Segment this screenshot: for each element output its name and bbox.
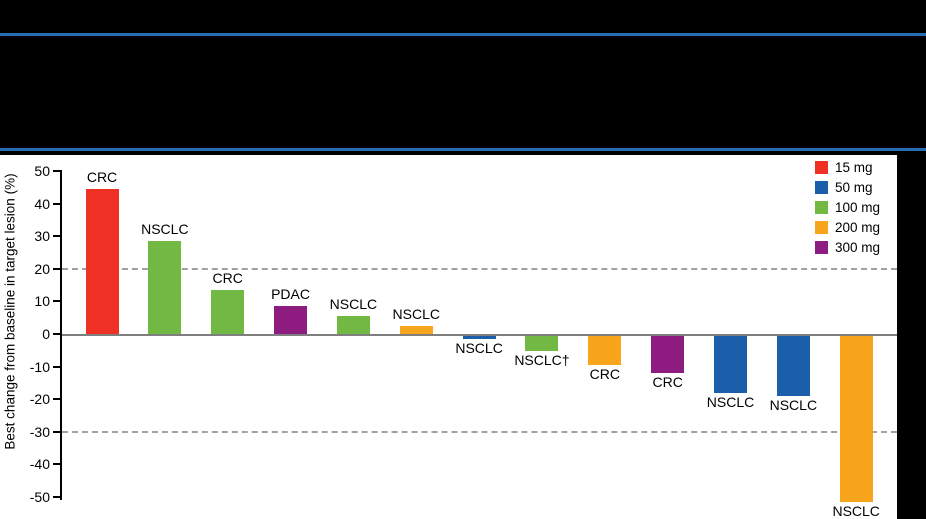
waterfall-bar bbox=[839, 336, 873, 503]
bar-label: NSCLC bbox=[392, 305, 440, 322]
legend-item: 15 mg bbox=[815, 158, 880, 178]
bar-label: NSCLC bbox=[832, 503, 880, 519]
reference-line bbox=[62, 267, 897, 270]
waterfall-bar bbox=[462, 336, 496, 340]
bar-label: NSCLC bbox=[769, 397, 818, 414]
bar-label: NSCLC bbox=[455, 340, 503, 357]
y-tick-mark bbox=[53, 333, 61, 335]
y-tick-mark bbox=[53, 300, 61, 303]
y-tick-label: -30 bbox=[29, 423, 50, 440]
header-divider-bottom bbox=[0, 148, 926, 151]
waterfall-bar bbox=[211, 289, 245, 334]
waterfall-bar bbox=[651, 336, 685, 374]
bar-label: CRC bbox=[652, 374, 683, 391]
bar-label: NSCLC bbox=[141, 221, 189, 238]
bar-label: CRC bbox=[86, 168, 118, 185]
legend-label: 200 mg bbox=[835, 219, 881, 235]
bar-label: NSCLC bbox=[329, 296, 378, 313]
legend-swatch bbox=[815, 161, 828, 175]
legend-item: 200 mg bbox=[815, 217, 880, 237]
legend-label: 300 mg bbox=[835, 239, 881, 255]
legend-swatch bbox=[815, 240, 828, 254]
y-tick-label: 40 bbox=[34, 195, 50, 212]
y-tick-mark bbox=[53, 365, 61, 368]
legend-swatch bbox=[815, 220, 828, 234]
y-tick-label: 30 bbox=[34, 228, 50, 245]
y-tick-label: 0 bbox=[42, 326, 50, 342]
y-tick-mark bbox=[53, 496, 61, 498]
waterfall-bar bbox=[714, 336, 747, 394]
reference-line bbox=[62, 430, 897, 433]
y-tick-mark bbox=[53, 235, 61, 238]
y-tick-label: 20 bbox=[34, 260, 50, 277]
y-tick-label: -50 bbox=[29, 489, 50, 505]
y-tick-mark bbox=[53, 267, 61, 270]
y-tick-mark bbox=[53, 202, 61, 205]
waterfall-bar bbox=[776, 336, 810, 397]
legend-item: 100 mg bbox=[815, 198, 880, 218]
bar-label: PDAC bbox=[271, 286, 310, 303]
bar-label: NSCLC† bbox=[514, 351, 570, 368]
waterfall-bar bbox=[399, 325, 433, 334]
zero-line bbox=[62, 334, 897, 336]
y-tick-mark bbox=[53, 170, 61, 172]
y-tick-label: 10 bbox=[34, 293, 50, 310]
waterfall-bar bbox=[525, 336, 559, 351]
legend-label: 15 mg bbox=[835, 160, 873, 176]
waterfall-bar bbox=[274, 306, 308, 334]
waterfall-bar bbox=[148, 241, 182, 334]
y-tick-label: 50 bbox=[34, 163, 50, 179]
header-divider-top bbox=[0, 33, 926, 36]
redacted-header-block bbox=[0, 0, 926, 155]
legend-swatch bbox=[815, 181, 828, 195]
legend-swatch bbox=[815, 200, 828, 214]
y-tick-label: -20 bbox=[29, 391, 50, 408]
waterfall-bar bbox=[588, 336, 622, 366]
legend-label: 100 mg bbox=[835, 199, 881, 215]
plot-area: 50 40 30 20 10 0 -10 -20 -30 -40 -50 CRC NSCLC CRC PDA… bbox=[0, 155, 897, 519]
legend-label: 50 mg bbox=[835, 180, 873, 196]
waterfall-bar bbox=[85, 188, 119, 334]
y-tick-mark bbox=[53, 398, 61, 401]
y-tick-label: -10 bbox=[29, 358, 50, 375]
waterfall-chart: Best change from baseline in target lesi… bbox=[0, 155, 897, 519]
bar-label: CRC bbox=[589, 366, 620, 383]
y-tick-mark bbox=[53, 430, 61, 433]
legend-item: 50 mg bbox=[815, 178, 880, 198]
right-black-strip bbox=[897, 155, 926, 519]
dose-legend: 15 mg 50 mg 100 mg 200 mg 300 mg bbox=[815, 158, 880, 257]
y-tick-mark bbox=[53, 463, 61, 466]
legend-item: 300 mg bbox=[815, 237, 880, 257]
bar-label: NSCLC bbox=[706, 394, 755, 411]
bar-label: CRC bbox=[212, 269, 243, 286]
y-tick-label: -40 bbox=[29, 456, 50, 473]
waterfall-bar bbox=[336, 316, 370, 334]
y-axis-line bbox=[60, 170, 62, 500]
